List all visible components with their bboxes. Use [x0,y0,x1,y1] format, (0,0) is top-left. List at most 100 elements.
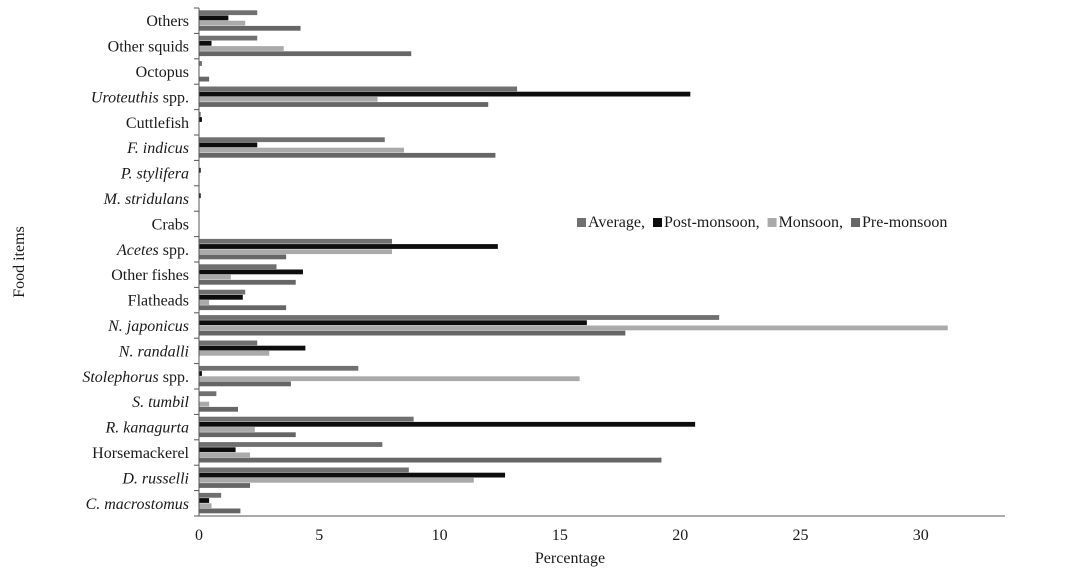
bar [199,432,296,438]
bar [199,35,258,41]
bar [199,452,251,458]
bar [199,498,210,503]
x-tick-labels: 0 5 10 15 20 25 30 [195,527,929,544]
bar [199,147,405,153]
bar [199,111,201,117]
bar [199,416,414,422]
bar [199,61,202,66]
bar [199,381,291,387]
category-label: Others [146,13,189,30]
category-label: Stolephorus spp. [82,369,189,386]
legend-swatch [851,218,861,227]
bar [199,289,246,295]
axes-layer [194,7,1005,517]
bar [199,244,498,249]
legend: Average, Post-monsoon, Monsoon, Pre-monsoon [577,214,947,231]
legend-label: Average, [588,214,645,231]
category-label: R. kanagurta [104,420,189,437]
bar [199,305,287,311]
x-tick-label: 30 [913,527,929,544]
bar [199,193,201,199]
bar [199,51,412,57]
bar [199,477,474,483]
bar [199,376,580,382]
bar [199,483,251,488]
bar [199,320,587,326]
bar [199,325,948,331]
category-label: Uroteuthis spp. [91,89,189,106]
x-tick-label: 10 [432,527,448,544]
bar [199,15,229,21]
bar [199,96,378,102]
bars-layer [199,10,948,514]
bar [199,274,231,280]
bar [199,350,270,356]
bar [199,345,306,351]
bar [199,503,212,509]
bar [199,447,236,453]
bar [199,406,238,412]
category-label: S. tumbil [132,394,189,411]
legend-swatch [653,218,662,227]
x-tick-label: 5 [315,527,323,544]
legend-label: Post-monsoon, [664,214,760,231]
bar [199,371,202,376]
x-tick-label: 15 [552,527,568,544]
bar [199,46,284,51]
category-label: N. randalli [118,343,189,360]
category-label: M. stridulans [103,191,189,208]
bar [199,365,359,371]
bar [199,427,255,432]
bar [199,20,246,26]
x-axis-title: Percentage [535,550,605,567]
category-label: Octopus [136,64,189,81]
bar [199,315,720,320]
bar [199,472,506,478]
bar [199,142,258,148]
bar [199,457,662,463]
legend-label: Monsoon, [779,214,843,231]
bar [199,300,210,305]
bar [199,442,383,447]
category-label: P. stylifera [120,166,189,183]
bar [199,330,626,336]
bar [199,91,691,97]
legend-label: Pre-monsoon [862,214,947,231]
legend-swatch [767,218,777,227]
category-label: D. russelli [121,470,189,487]
category-label: Cuttlefish [126,115,189,132]
category-label: F. indicus [126,140,189,157]
bar [199,340,258,346]
bar [199,269,303,275]
category-label: Other squids [108,39,189,56]
bar [199,254,287,260]
bar [199,10,258,16]
bar [199,492,222,498]
bar [199,137,385,143]
bar [199,117,202,122]
y-axis-title: Food items [11,226,28,298]
bar [199,167,201,173]
bar [199,401,210,407]
bar [199,238,392,244]
x-tick-label: 25 [792,527,808,544]
bar [199,421,696,427]
bar [199,102,489,107]
bar [199,264,277,270]
category-label: C. macrostomus [86,496,189,513]
bar [199,40,212,46]
bar [199,294,243,300]
bar [199,25,301,31]
x-tick-label: 20 [672,527,688,544]
category-label: Acetes spp. [116,242,189,259]
bar [199,467,409,473]
bar [199,86,518,92]
x-tick-label: 0 [195,527,203,544]
category-label: Crabs [152,216,189,233]
bar [199,152,496,158]
category-labels: Others Other squids Octopus Uroteuthis spp.… [82,13,189,513]
category-label: Horsemackerel [92,445,189,462]
bar [199,508,241,514]
